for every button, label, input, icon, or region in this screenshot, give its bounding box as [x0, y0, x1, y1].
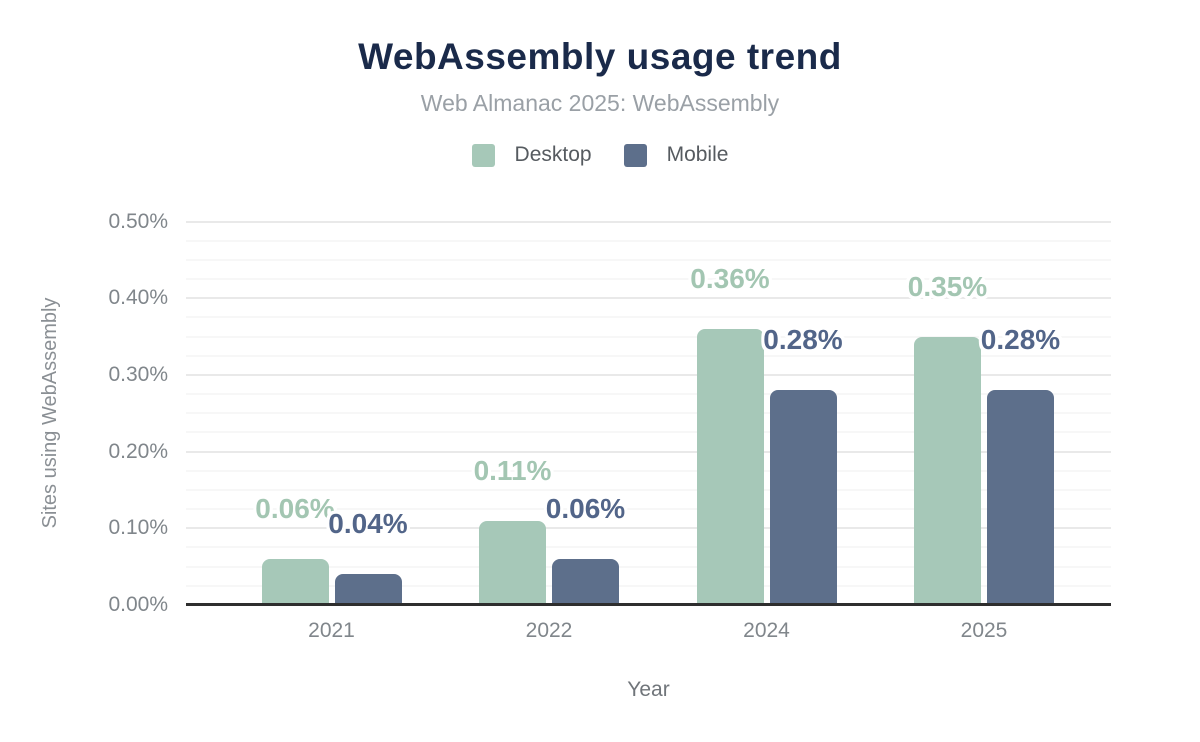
bar-value-label-mobile-2024: 0.28% [763, 324, 843, 356]
y-tick-label: 0.10% [108, 516, 168, 540]
bar-desktop-2024 [696, 328, 764, 605]
minor-gridline [186, 431, 1111, 434]
x-tick-label-2025: 2025 [960, 619, 1008, 642]
legend: Desktop Mobile [0, 142, 1200, 168]
minor-gridline [186, 565, 1111, 568]
minor-gridline [186, 508, 1111, 511]
bar-value-label-mobile-2025: 0.28% [980, 324, 1061, 356]
bar-value-label-desktop-2024: 0.36% [690, 262, 770, 294]
x-tick-label-2024: 2024 [743, 619, 790, 642]
minor-gridline [186, 335, 1111, 338]
major-gridline [186, 297, 1111, 300]
minor-gridline [186, 488, 1111, 491]
y-tick-label: 0.40% [108, 286, 168, 310]
x-axis-title: Year [627, 678, 670, 701]
y-tick-label: 0.20% [108, 439, 168, 463]
minor-gridline [186, 584, 1111, 587]
minor-gridline [186, 239, 1111, 242]
bar-value-label-mobile-2022: 0.06% [545, 492, 626, 524]
bar-desktop-2021 [261, 558, 329, 605]
legend-swatch-desktop [471, 143, 495, 167]
y-tick-label: 0.50% [108, 209, 168, 233]
x-tick-label-2021: 2021 [308, 619, 355, 642]
legend-item-desktop: Desktop [471, 143, 592, 167]
minor-gridline [186, 258, 1111, 261]
bar-value-label-desktop-2021: 0.06% [255, 492, 335, 524]
minor-gridline [186, 412, 1111, 415]
minor-gridline [186, 278, 1111, 281]
bar-value-label-desktop-2022: 0.11% [473, 454, 552, 486]
x-axis-baseline [186, 603, 1111, 606]
y-tick-label: 0.00% [108, 593, 168, 616]
bar-desktop-2025 [914, 336, 981, 605]
legend-item-mobile: Mobile [623, 143, 729, 167]
major-gridline [186, 450, 1111, 453]
bar-mobile-2025 [987, 390, 1054, 605]
bar-value-label-mobile-2021: 0.04% [328, 508, 408, 540]
minor-gridline [186, 354, 1111, 357]
minor-gridline [186, 546, 1111, 549]
chart-title: WebAssembly usage trend [358, 36, 842, 77]
bar-desktop-2022 [479, 520, 546, 605]
bar-mobile-2024 [769, 390, 837, 605]
minor-gridline [186, 469, 1111, 472]
x-tick-label-2022: 2022 [525, 619, 573, 642]
major-gridline [186, 220, 1111, 223]
major-gridline [186, 527, 1111, 530]
bar-value-label-desktop-2025: 0.35% [907, 270, 988, 302]
minor-gridline [186, 316, 1111, 319]
major-gridline [186, 373, 1111, 376]
legend-label-mobile: Mobile [666, 143, 729, 166]
y-tick-label: 0.30% [108, 362, 168, 386]
bar-mobile-2022 [552, 558, 619, 605]
minor-gridline [186, 393, 1111, 396]
bar-mobile-2021 [334, 574, 402, 605]
legend-label-desktop: Desktop [514, 143, 592, 166]
chart-subtitle: Web Almanac 2025: WebAssembly [420, 90, 780, 116]
legend-swatch-mobile [623, 143, 647, 167]
